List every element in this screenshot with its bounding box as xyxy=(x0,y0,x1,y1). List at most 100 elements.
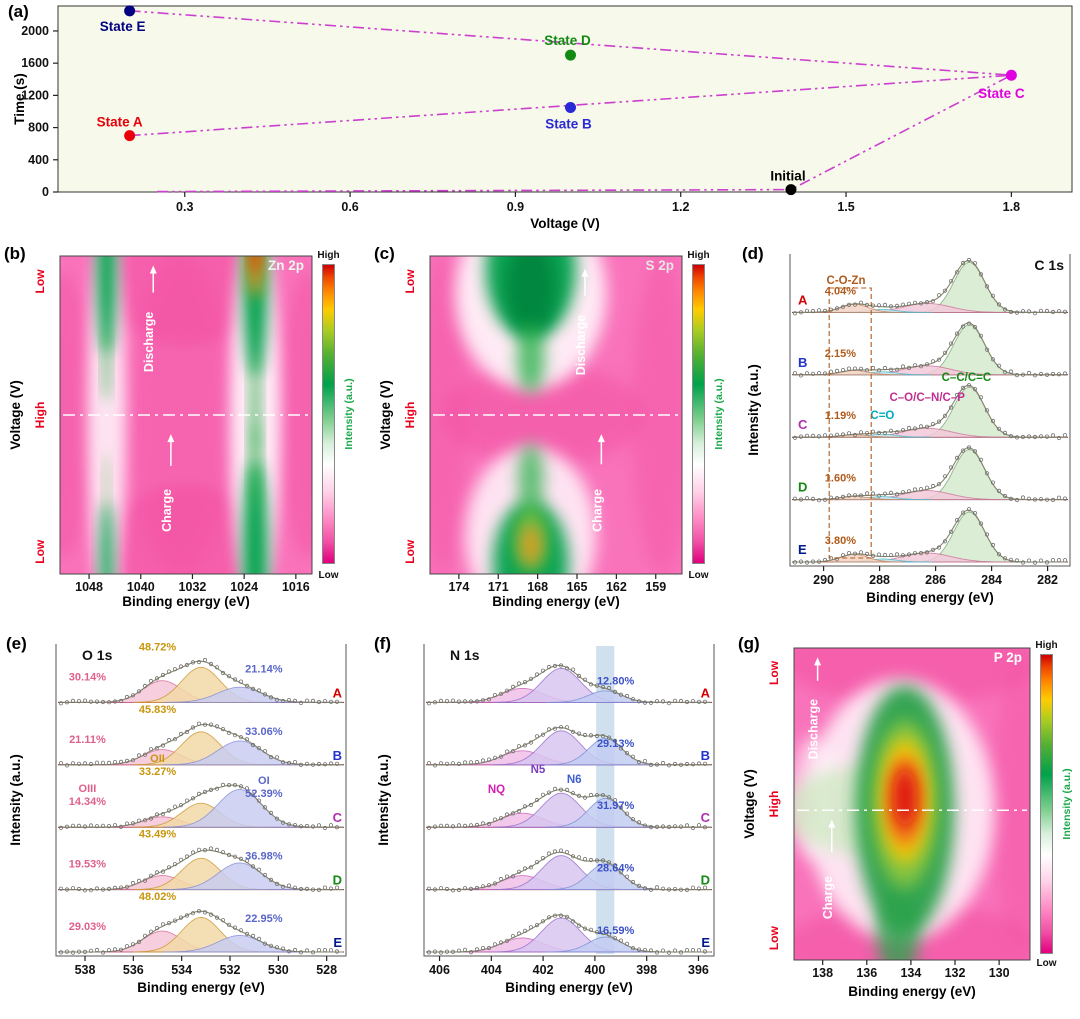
heatmap-blob xyxy=(250,256,261,274)
x-tick-label: 282 xyxy=(1037,573,1058,587)
data-point xyxy=(810,308,816,314)
data-point xyxy=(684,699,690,705)
data-point xyxy=(672,698,678,703)
data-point xyxy=(678,950,684,955)
data-point xyxy=(304,823,310,829)
data-point xyxy=(804,371,810,376)
data-point xyxy=(178,915,184,920)
data-point xyxy=(588,927,594,932)
data-point xyxy=(88,823,94,828)
x-tick-label: 400 xyxy=(584,963,605,977)
data-point xyxy=(960,385,966,390)
panel-e-plot: A 30.14% 48.72% 21.14% B 21.11% 45.83% 33.06% C 1… xyxy=(55,641,347,977)
data-point xyxy=(606,795,612,800)
data-point xyxy=(918,487,924,492)
data-point xyxy=(190,660,196,665)
data-point xyxy=(882,430,888,436)
pct-label: 21.11% xyxy=(69,734,106,746)
data-point xyxy=(906,489,912,494)
data-point xyxy=(642,759,648,764)
data-point xyxy=(238,784,244,789)
data-point xyxy=(334,825,340,830)
panel-b-intensity-colorbar xyxy=(322,264,335,564)
data-point xyxy=(516,744,522,749)
data-point xyxy=(702,885,708,890)
data-point xyxy=(480,698,486,703)
data-point xyxy=(480,758,486,763)
pct-label: 48.72% xyxy=(139,641,177,653)
data-point xyxy=(864,551,870,556)
data-point xyxy=(942,350,948,355)
state-label: State B xyxy=(545,116,592,131)
data-point xyxy=(244,683,250,689)
data-point xyxy=(202,789,208,794)
data-point xyxy=(618,938,624,943)
data-point xyxy=(564,666,570,671)
data-point xyxy=(310,824,316,829)
data-point xyxy=(624,693,630,699)
data-point xyxy=(618,746,624,751)
pct-label: 12.80% xyxy=(597,675,635,687)
data-point xyxy=(106,948,112,953)
data-point xyxy=(196,721,202,726)
data-point xyxy=(840,304,846,309)
data-point xyxy=(444,699,450,704)
y-tick-label: 2000 xyxy=(21,24,49,38)
data-point xyxy=(546,727,552,732)
data-point xyxy=(642,947,648,953)
data-point xyxy=(64,763,70,768)
x-tick-label: 1016 xyxy=(282,580,310,594)
data-point xyxy=(426,761,432,766)
data-point xyxy=(1062,433,1068,438)
x-tick-label: 0.9 xyxy=(507,200,524,214)
data-point xyxy=(1026,309,1032,314)
data-point xyxy=(202,657,208,663)
data-point xyxy=(172,804,178,809)
data-point xyxy=(792,435,798,440)
data-point xyxy=(546,915,552,920)
data-point xyxy=(154,746,160,751)
data-point xyxy=(172,737,178,742)
data-point xyxy=(298,886,304,892)
data-point xyxy=(166,920,172,926)
data-point xyxy=(558,848,564,853)
colorbar-axis-label: Intensity (a.u.) xyxy=(343,378,355,449)
data-point xyxy=(846,431,852,436)
data-point xyxy=(328,948,334,953)
data-point xyxy=(996,552,1002,557)
curve-label: D xyxy=(798,480,807,495)
arrow-head xyxy=(597,434,605,443)
data-point xyxy=(196,791,202,796)
data-point xyxy=(684,823,690,828)
data-point xyxy=(208,661,214,667)
data-point xyxy=(936,482,942,487)
data-point xyxy=(528,802,534,808)
data-point xyxy=(268,877,274,882)
data-point xyxy=(88,948,94,953)
panel-e-o1s-spectra: A 30.14% 48.72% 21.14% B 21.11% 45.83% 33.06% C 1… xyxy=(0,628,368,1019)
panel-d-tag: (d) xyxy=(742,244,764,263)
data-point xyxy=(1002,307,1008,312)
data-point xyxy=(1044,372,1050,377)
panel-b-plot: Discharge Charge 1048 1040 1032 1024 1016 Low Hi… xyxy=(33,250,355,594)
data-point xyxy=(906,365,912,370)
data-point xyxy=(612,689,618,695)
data-point xyxy=(510,684,516,690)
x-tick-label: 396 xyxy=(688,963,709,977)
data-point xyxy=(888,367,894,372)
data-point xyxy=(244,737,250,742)
data-point xyxy=(274,945,280,950)
data-point xyxy=(292,823,298,828)
pct-label: 29.03% xyxy=(69,921,107,933)
curve-label: C xyxy=(701,810,711,825)
data-point xyxy=(232,854,238,859)
data-point xyxy=(804,496,810,501)
data-point xyxy=(942,413,948,418)
data-point xyxy=(565,101,577,113)
data-point xyxy=(636,699,642,704)
data-point xyxy=(630,754,636,759)
panel-b-zn2p-heatmap: Discharge Charge 1048 1040 1032 1024 1016 Low Hi… xyxy=(0,236,372,628)
x-tick-label: 402 xyxy=(533,963,554,977)
pct-label: 28.64% xyxy=(597,863,635,875)
data-point xyxy=(322,825,328,831)
